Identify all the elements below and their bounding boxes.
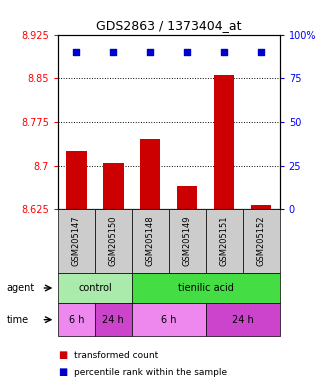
Text: GSM205151: GSM205151 (220, 216, 229, 266)
Point (259, 49, 264, 55)
Bar (140, 139, 161, 209)
Text: transformed count: transformed count (74, 351, 159, 360)
Text: ■: ■ (58, 350, 67, 360)
Text: tienilic acid: tienilic acid (178, 283, 234, 293)
Text: GSM205148: GSM205148 (146, 216, 155, 266)
Title: GDS2863 / 1373404_at: GDS2863 / 1373404_at (96, 19, 242, 32)
Bar (66, 151, 87, 209)
Text: 24 h: 24 h (103, 314, 124, 325)
Text: 6 h: 6 h (69, 314, 84, 325)
Text: 6 h: 6 h (161, 314, 176, 325)
Point (185, 49, 190, 55)
Point (148, 49, 153, 55)
Point (74, 49, 79, 55)
Text: GSM205150: GSM205150 (109, 216, 118, 266)
Text: GSM205149: GSM205149 (183, 216, 192, 266)
Bar (214, 75, 234, 209)
Bar (251, 205, 271, 209)
Text: agent: agent (7, 283, 35, 293)
Text: 24 h: 24 h (232, 314, 254, 325)
Bar (103, 163, 123, 209)
Point (221, 49, 227, 55)
Text: time: time (7, 314, 29, 325)
Point (111, 49, 116, 55)
Text: GSM205152: GSM205152 (257, 216, 266, 266)
Bar (177, 186, 198, 209)
Text: percentile rank within the sample: percentile rank within the sample (74, 368, 228, 377)
Text: GSM205147: GSM205147 (72, 216, 81, 266)
Text: ■: ■ (58, 367, 67, 377)
Text: control: control (78, 283, 112, 293)
